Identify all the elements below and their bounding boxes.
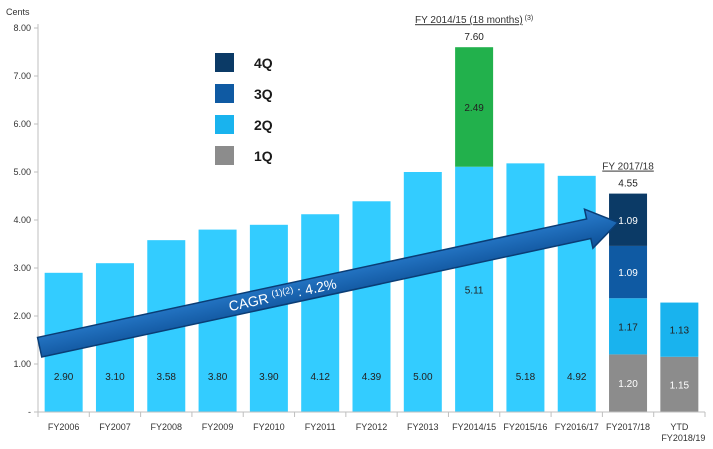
bar-segment xyxy=(609,193,648,246)
legend-swatch xyxy=(215,84,234,103)
y-tick-label: - xyxy=(28,407,31,417)
data-label: 1.20 xyxy=(618,379,638,390)
bar-annotation: FY 2014/15 (18 months) (3) xyxy=(415,15,533,26)
y-tick-label: 7.00 xyxy=(13,71,31,81)
data-label: 3.80 xyxy=(208,372,228,383)
x-tick-label: FY2014/15 xyxy=(452,422,496,432)
legend-label: 3Q xyxy=(254,86,273,102)
cagr-arrow-body xyxy=(36,207,620,358)
y-axis-label: Cents xyxy=(6,7,30,17)
y-tick-label: 3.00 xyxy=(13,263,31,273)
data-label: 5.00 xyxy=(413,372,433,383)
y-tick-label: 2.00 xyxy=(13,311,31,321)
data-label: 1.09 xyxy=(618,268,638,279)
data-label: 3.90 xyxy=(259,372,279,383)
bar-segment xyxy=(506,163,545,412)
x-tick-label-line2: FY2018/19 xyxy=(661,433,705,443)
y-tick-label: 4.00 xyxy=(13,215,31,225)
data-label: 3.58 xyxy=(157,372,177,383)
x-tick-label: FY2011 xyxy=(305,422,336,432)
y-tick-label: 1.00 xyxy=(13,359,31,369)
x-tick-label: FY2012 xyxy=(356,422,388,432)
data-label: 1.13 xyxy=(670,326,690,337)
bar-segment xyxy=(609,298,648,355)
y-tick-label: 8.00 xyxy=(13,23,31,33)
bar-segment xyxy=(660,302,699,357)
data-label: 4.39 xyxy=(362,372,382,383)
legend-label: 2Q xyxy=(254,117,273,133)
bar-segment xyxy=(455,166,494,412)
y-tick-label: 6.00 xyxy=(13,119,31,129)
bar-segment xyxy=(609,245,648,299)
bar-segment xyxy=(301,214,340,412)
legend-swatch xyxy=(215,146,234,165)
data-label: 5.18 xyxy=(516,372,536,383)
bar-segment xyxy=(249,224,288,412)
x-tick-label: FY2006 xyxy=(48,422,80,432)
legend-label: 4Q xyxy=(254,55,273,71)
x-axis: FY2006 FY2007 FY2008 FY2009 FY2010 FY2011 FY20… xyxy=(37,411,706,443)
data-label: 4.12 xyxy=(310,372,330,383)
legend: 4Q 3Q 2Q 1Q xyxy=(215,53,273,165)
total-label: 7.60 xyxy=(464,32,484,43)
data-label: 1.17 xyxy=(618,322,638,333)
bar-segment xyxy=(352,201,391,412)
data-label: 2.49 xyxy=(464,103,484,114)
x-tick-label: FY2010 xyxy=(253,422,285,432)
x-tick-label: FY2008 xyxy=(151,422,183,432)
bar-annotation: FY 2017/18 xyxy=(602,162,654,173)
bar-segment xyxy=(660,356,699,412)
legend-label: 1Q xyxy=(254,148,273,164)
data-label: 4.92 xyxy=(567,372,587,383)
data-label: 2.90 xyxy=(54,372,74,383)
bar-segment xyxy=(455,47,494,167)
x-tick-label: FY2009 xyxy=(202,422,234,432)
x-tick-label: FY2017/18 xyxy=(606,422,650,432)
x-tick-label: FY2016/17 xyxy=(555,422,599,432)
x-tick-label: FY2007 xyxy=(99,422,131,432)
x-tick-label: FY2015/16 xyxy=(503,422,547,432)
data-label: 3.10 xyxy=(105,372,125,383)
total-label: 4.55 xyxy=(618,179,638,190)
x-tick-label: FY2013 xyxy=(407,422,439,432)
bar-segment xyxy=(609,354,648,412)
x-tick-label: YTD xyxy=(670,422,689,432)
data-label: 5.11 xyxy=(465,285,484,296)
bars: 2.90 3.10 3.58 3.80 3.90 4.12 4.39 5.00 5.11 2.49… xyxy=(44,15,699,412)
y-tick-label: 5.00 xyxy=(13,167,31,177)
bar-segment xyxy=(403,172,442,412)
y-axis: - 1.00 2.00 3.00 4.00 5.00 6.00 7.00 8.00 xyxy=(13,23,39,417)
legend-swatch xyxy=(215,53,234,72)
legend-swatch xyxy=(215,115,234,134)
data-label: 1.09 xyxy=(618,216,638,227)
data-label: 1.15 xyxy=(670,380,690,391)
